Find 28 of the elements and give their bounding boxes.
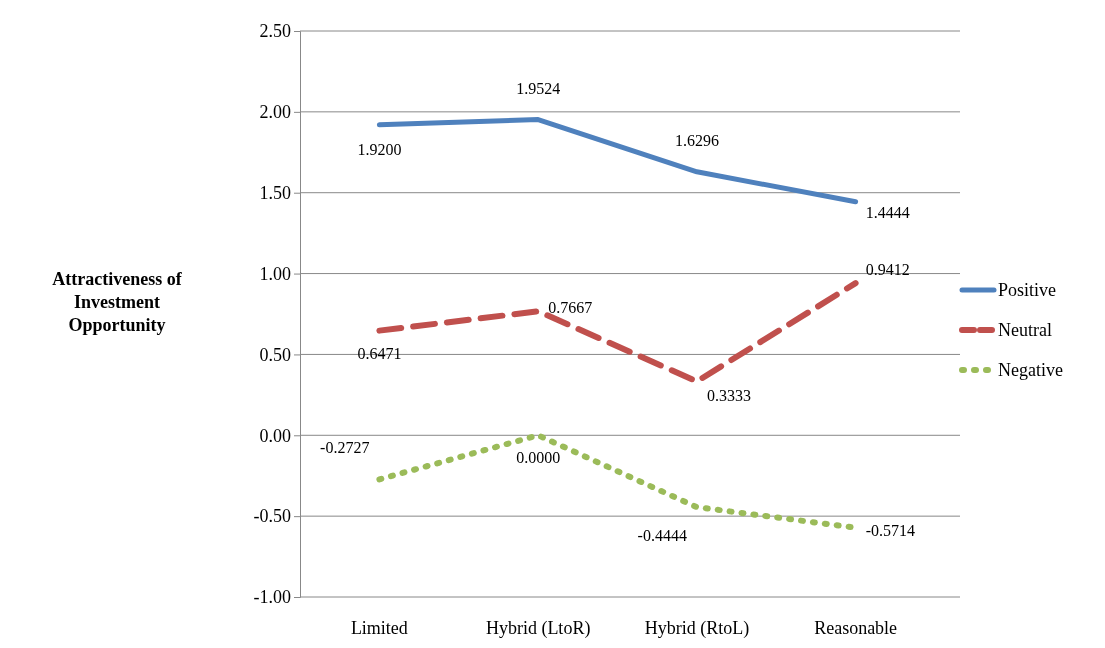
x-tick-label: Limited [350, 617, 408, 638]
data-label: -0.4444 [637, 527, 687, 545]
data-label: -0.2727 [320, 439, 370, 457]
y-tick-label: 1.00 [259, 263, 291, 284]
y-tick-label: 2.00 [259, 102, 291, 123]
data-label: 0.3333 [706, 387, 751, 405]
data-label: 1.4444 [865, 203, 910, 221]
y-tick-label: -1.00 [253, 587, 291, 608]
data-label: 1.9524 [516, 79, 561, 97]
data-label: 1.6296 [674, 131, 719, 149]
data-label: 0.6471 [357, 344, 402, 362]
legend-label: Negative [998, 360, 1063, 380]
legend-label: Positive [998, 280, 1057, 300]
y-tick-label: 0.00 [259, 425, 291, 446]
x-tick-label: Hybrid (RtoL) [644, 617, 750, 639]
y-tick-label: -0.50 [253, 506, 291, 527]
y-tick-label: 1.50 [259, 182, 291, 203]
y-tick-label: 0.50 [259, 344, 291, 365]
data-label: 1.9200 [357, 140, 402, 158]
x-tick-label: Reasonable [814, 617, 898, 638]
data-label: 0.0000 [516, 449, 561, 467]
data-label: 0.7667 [548, 299, 593, 317]
y-axis-title: Attractiveness of Investment Opportunity [52, 269, 183, 335]
data-label: 0.9412 [865, 261, 910, 279]
x-tick-label: Hybrid (LtoR) [485, 617, 591, 639]
data-label: -0.5714 [865, 521, 915, 539]
legend-label: Neutral [998, 320, 1052, 340]
y-tick-label: 2.50 [259, 21, 291, 42]
